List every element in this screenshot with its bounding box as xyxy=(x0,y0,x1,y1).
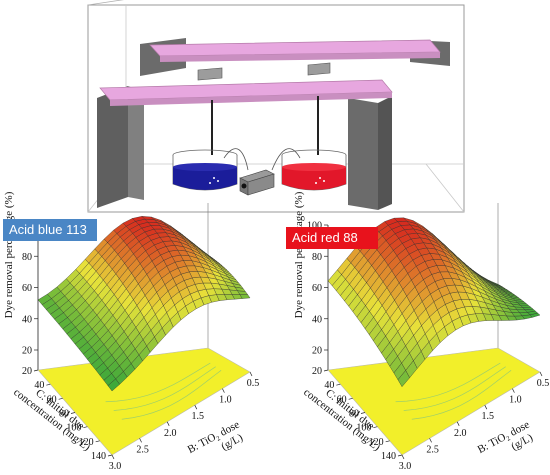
y-tick-label: 100 xyxy=(66,423,81,434)
z-tick-label: 60 xyxy=(22,283,32,294)
floor-contour-line xyxy=(105,362,211,403)
z-axis-label: Dye removal percentage (%) xyxy=(293,191,305,318)
x-tick xyxy=(166,421,170,426)
lamp-holder-right xyxy=(307,62,331,76)
y-tick xyxy=(107,454,113,457)
x-tick-label: 1.0 xyxy=(219,395,232,406)
y-tick xyxy=(46,383,51,386)
x-tick xyxy=(429,438,432,443)
floor-contour-line xyxy=(113,366,216,411)
acid-red-88-badge: Acid red 88 xyxy=(286,227,378,249)
y-tick xyxy=(336,383,341,386)
right-front-pillar xyxy=(348,98,378,210)
z-tick-label: 40 xyxy=(22,314,32,325)
y-tick xyxy=(348,397,353,400)
y-tick xyxy=(360,412,366,414)
y-tick xyxy=(323,369,329,372)
surface-cell xyxy=(198,247,211,258)
y-tick xyxy=(83,426,88,429)
x-axis-label: B: TiO₂ dose(g/L) xyxy=(186,419,248,468)
y-tick-label: 60 xyxy=(47,394,57,405)
left-front-pillar xyxy=(97,86,128,208)
x-tick xyxy=(484,405,488,410)
y-tick-label: 40 xyxy=(34,380,44,391)
y-tick-label: 140 xyxy=(381,451,396,462)
y-tick-label: 20 xyxy=(312,366,322,377)
x-tick-label: 0.5 xyxy=(247,378,260,389)
x-tick xyxy=(194,405,198,410)
y-tick xyxy=(385,440,390,443)
air-pump xyxy=(239,169,275,196)
x-tick-label: 1.0 xyxy=(509,395,522,406)
air-tube-right xyxy=(271,148,301,171)
z-tick-label: 80 xyxy=(22,252,32,263)
x-tick-label: 2.5 xyxy=(426,444,439,455)
z-tick-label: 80 xyxy=(312,252,322,263)
y-tick-label: 20 xyxy=(22,366,32,377)
y-tick-label: 100 xyxy=(356,423,371,434)
red-beaker xyxy=(281,149,347,191)
x-axis-label: B: TiO₂ dose(g/L) xyxy=(476,419,538,468)
floor-contour-line xyxy=(395,362,501,403)
surface-cell xyxy=(488,280,501,286)
response-surface xyxy=(37,216,251,392)
acid-blue-113-badge: Acid blue 113 xyxy=(3,219,97,241)
z-tick-label: 60 xyxy=(312,283,322,294)
blue-beaker xyxy=(172,149,238,191)
enclosure-box xyxy=(87,4,465,213)
y-tick-label: 60 xyxy=(337,394,347,405)
x-tick-label: 0.5 xyxy=(537,378,550,389)
x-tick-label: 2.5 xyxy=(136,444,149,455)
x-tick-label: 2.0 xyxy=(454,428,467,439)
z-tick-label: 100 xyxy=(307,221,322,232)
z-axis-label: Dye removal percentage (%) xyxy=(3,191,15,318)
x-tick-label: 2.0 xyxy=(164,428,177,439)
y-tick xyxy=(373,426,378,429)
reactor-schematic xyxy=(87,0,465,213)
x-tick xyxy=(456,421,460,426)
y-tick-label: 80 xyxy=(349,409,359,420)
x-tick xyxy=(222,388,225,393)
x-tick xyxy=(539,371,543,377)
z-tick-label: 40 xyxy=(312,314,322,325)
response-surface xyxy=(327,217,541,388)
x-tick xyxy=(512,388,515,393)
y-tick-label: 40 xyxy=(324,380,334,391)
y-tick xyxy=(58,397,63,400)
lamp-holder-left xyxy=(197,67,223,81)
z-tick-label: 20 xyxy=(312,346,322,357)
y-tick-label: 120 xyxy=(79,437,94,448)
x-tick xyxy=(111,454,115,460)
y-tick-label: 140 xyxy=(91,451,106,462)
x-tick xyxy=(249,371,253,377)
y-tick xyxy=(70,412,76,414)
y-tick xyxy=(397,454,403,457)
y-tick xyxy=(33,369,39,372)
floor-contour-line xyxy=(121,370,222,420)
z-tick-label: 20 xyxy=(22,346,32,357)
x-tick-label: 1.5 xyxy=(192,411,205,422)
air-tube-left xyxy=(223,148,249,171)
x-tick-label: 1.5 xyxy=(482,411,495,422)
floor-contour-line xyxy=(411,370,512,420)
x-tick xyxy=(401,454,405,460)
x-tick-label: 3.0 xyxy=(109,461,122,472)
floor-contour-line xyxy=(403,366,506,411)
y-tick xyxy=(95,440,100,443)
x-tick xyxy=(139,438,142,443)
x-tick-label: 3.0 xyxy=(399,461,412,472)
y-tick-label: 120 xyxy=(369,437,384,448)
y-tick-label: 80 xyxy=(59,409,69,420)
